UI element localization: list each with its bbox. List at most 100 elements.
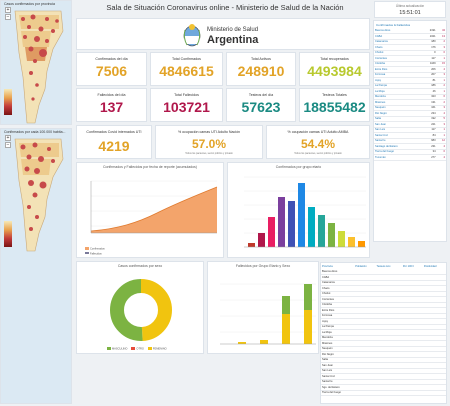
table-cell [375, 390, 402, 396]
province-deaths: 2 [436, 99, 446, 106]
table-cell [354, 351, 376, 358]
table-row[interactable]: Chubut 0 0 [374, 50, 446, 56]
table-row[interactable]: La Rioja [321, 329, 446, 336]
table-row[interactable]: CABA [321, 274, 446, 281]
province-name: Santa Fe [321, 379, 355, 385]
table-row[interactable]: Río Negro 234 4 [374, 110, 446, 117]
table-row[interactable]: Sgo. del Estero [321, 384, 446, 391]
column-header[interactable]: Por 100 h [402, 264, 415, 268]
map-cases-by-province[interactable]: Casos confirmados por provincia + − [0, 0, 72, 125]
table-cell [422, 373, 446, 380]
province-name: San Luis [321, 368, 355, 374]
testing-table[interactable]: Provincia Población Testeos Acc. Por 100 h P… [320, 262, 447, 404]
table-row[interactable]: Chubut [321, 291, 446, 297]
table-cell [354, 307, 376, 314]
table-cell [375, 340, 402, 347]
table-row[interactable]: Santa Cruz 84 1 [374, 132, 446, 139]
column-header[interactable]: Testeos Acc. [376, 264, 392, 268]
table-row[interactable]: Mendoza [321, 335, 446, 341]
table-row[interactable]: Corrientes [321, 296, 446, 303]
table-cell [354, 340, 376, 347]
table-row[interactable]: Chaco [321, 285, 446, 292]
province-name: Chubut [321, 291, 355, 297]
chart-age-groups[interactable]: Confirmados por grupo etario [227, 162, 370, 258]
table-row[interactable]: CABA 1021 13 [374, 33, 446, 40]
table-row[interactable]: San Juan 221 3 [374, 121, 446, 128]
map1-zoom-out-button[interactable]: − [5, 14, 11, 20]
map2-zoom-in-button[interactable]: + [5, 135, 11, 141]
province-name: Salta [374, 116, 422, 122]
table-row[interactable]: Córdoba 1169 15 [374, 61, 446, 67]
province-name: San Juan [321, 362, 355, 369]
table-row[interactable]: La Rioja 46 1 [374, 88, 446, 95]
map2-zoom-out-button[interactable]: − [5, 142, 11, 148]
table-row[interactable]: Misiones 131 2 [374, 99, 446, 106]
table-row[interactable]: San Luis 117 1 [374, 127, 446, 133]
chart-deaths-by-age-sex[interactable]: Fallecidos por Grupo Etario y Sexo [207, 261, 319, 354]
table-cell [422, 362, 446, 369]
table-cell [375, 302, 402, 308]
table-cell [354, 390, 376, 396]
table-row[interactable]: Jujuy 81 1 [374, 77, 446, 84]
province-table[interactable]: Confirmados & Fallecidos Buenos Aires 219… [373, 20, 447, 242]
table-cell [422, 390, 446, 396]
table-row[interactable]: Catamarca 180 2 [374, 39, 446, 45]
table-row[interactable]: Santa Fe [321, 379, 446, 385]
table-cell [375, 362, 402, 369]
table-row[interactable]: Buenos Aires [321, 269, 446, 275]
kpi-value: 57.0% [191, 137, 227, 151]
table-cell [375, 307, 402, 314]
table-row[interactable]: La Pampa 186 2 [374, 83, 446, 89]
chart-cases-by-sex[interactable]: Casos confirmados por sexo MASCULINO OTR… [76, 261, 204, 354]
map1-zoom-in-button[interactable]: + [5, 7, 11, 13]
province-name: Entre Ríos [321, 307, 355, 314]
table-row[interactable]: Corrientes 117 1 [374, 55, 446, 62]
table-row[interactable]: San Juan [321, 362, 446, 369]
table-row[interactable]: Salta 192 5 [374, 116, 446, 122]
province-deaths: 4 [436, 66, 446, 73]
column-header[interactable]: Provincia [322, 264, 333, 268]
table-row[interactable]: Entre Ríos [321, 307, 446, 314]
table-row[interactable]: Buenos Aires 2191 34 [374, 28, 446, 34]
table-row[interactable]: Chaco 176 3 [374, 44, 446, 51]
table-row[interactable]: San Luis [321, 368, 446, 374]
table-row[interactable]: Formosa 207 3 [374, 72, 446, 78]
table-row[interactable]: Neuquén 161 3 [374, 105, 446, 111]
table-row[interactable]: Tierra del Fuego [321, 390, 446, 396]
table-row[interactable]: Córdoba [321, 302, 446, 308]
kpi-icu-occupancy-amba: % ocupación camas UTI Adulto AMBA 54.4% … [266, 125, 370, 159]
table-row[interactable]: Neuquén [321, 346, 446, 352]
chart-cumulative-cases[interactable]: Confirmados y Fallecidos por fecha de re… [76, 162, 224, 258]
province-name: CABA [321, 274, 355, 281]
map1-title: Casos confirmados por provincia [4, 2, 55, 6]
table-cell [401, 269, 423, 275]
table-row[interactable]: Salta [321, 357, 446, 363]
kpi-subtitle: Todos los pacientes, sector público y pr… [185, 152, 233, 155]
table-row[interactable]: Entre Ríos 206 4 [374, 66, 446, 73]
table-row[interactable]: Formosa [321, 313, 446, 319]
column-header[interactable]: Población [355, 264, 367, 268]
table-row[interactable]: La Pampa [321, 324, 446, 330]
province-confirmed: 1021 [421, 33, 437, 40]
table-cell [401, 362, 423, 369]
column-header[interactable]: Positividad [423, 264, 437, 268]
map-cases-per-100k[interactable]: Confirmados por cada 100.000 habita... +… [0, 128, 72, 404]
table-row[interactable]: Santa Cruz [321, 373, 446, 380]
table-row[interactable]: Jujuy [321, 318, 446, 325]
kpi-value: 4219 [98, 138, 130, 154]
line-chart-legend: Confirmados Fallecidos [85, 247, 105, 255]
table-cell [375, 346, 402, 352]
table-row[interactable]: Santa Fe 683 12 [374, 138, 446, 144]
table-row[interactable]: Santiago del Estero 231 4 [374, 143, 446, 150]
table-cell [401, 296, 423, 303]
table-row[interactable]: Misiones [321, 340, 446, 347]
province-name: Catamarca [321, 280, 355, 286]
table-cell [401, 346, 423, 352]
table-row[interactable]: Mendoza 323 6 [374, 94, 446, 100]
table-row[interactable]: Tucumán 277 4 [374, 154, 446, 161]
table-row[interactable]: Tierra del Fuego 34 0 [374, 149, 446, 155]
table-row[interactable]: Río Negro [321, 351, 446, 358]
table-cell [354, 357, 376, 363]
table-row[interactable]: Catamarca [321, 280, 446, 286]
table-cell [401, 329, 423, 336]
